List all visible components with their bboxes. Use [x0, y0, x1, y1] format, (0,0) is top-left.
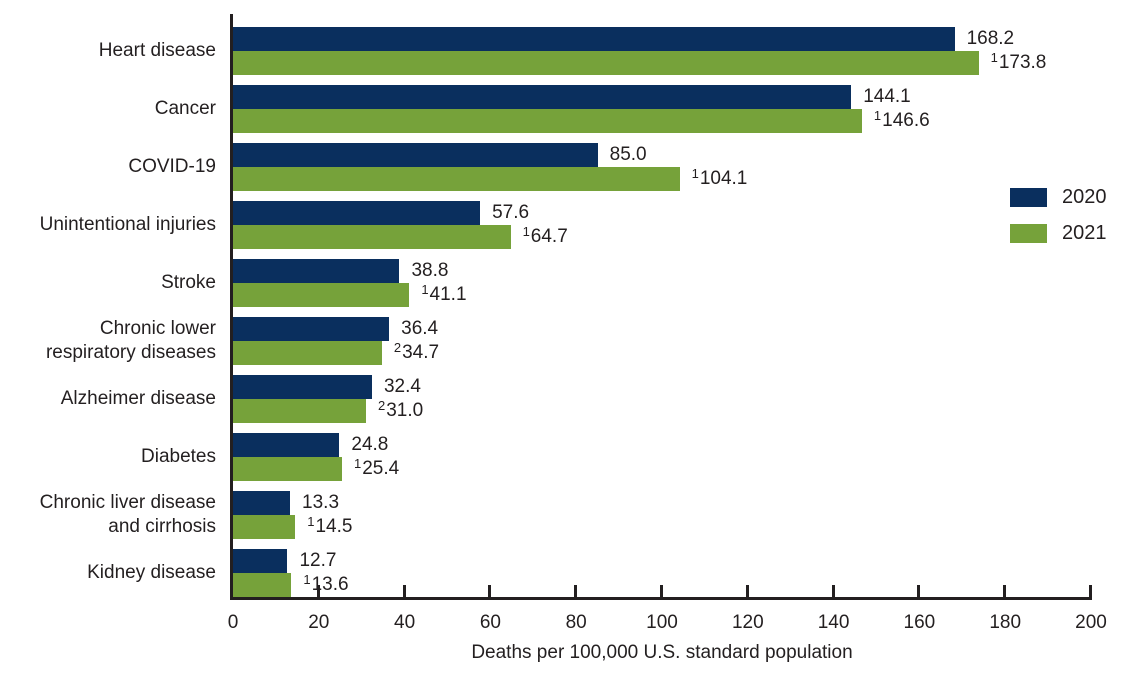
x-axis-title: Deaths per 100,000 U.S. standard populat…	[471, 642, 853, 663]
value-label-2020: 38.8	[411, 260, 449, 281]
value-label-2020: 57.6	[492, 202, 530, 223]
x-axis-tick	[660, 585, 663, 597]
x-axis-tick-label: 40	[394, 612, 416, 633]
bar-2020	[233, 549, 288, 573]
legend-label-2020: 2020	[1062, 186, 1107, 208]
footnote-marker: 2	[393, 340, 402, 355]
x-axis-tick	[488, 585, 492, 597]
value-label-2020: 13.3	[302, 492, 340, 513]
x-axis-tick-label: 60	[479, 612, 501, 633]
x-axis-tick	[917, 585, 921, 597]
x-axis-tick-label: 80	[565, 612, 587, 633]
value-label-2021: 114.5	[307, 514, 353, 537]
bar-2021	[233, 341, 382, 365]
x-axis-tick	[1089, 585, 1092, 597]
value-label-2021: 231.0	[377, 398, 424, 421]
value-label-2021: 234.7	[393, 340, 440, 363]
category-label: Kidney disease	[87, 562, 216, 583]
bar-2020	[233, 375, 372, 399]
x-axis-tick-label: 180	[989, 612, 1022, 633]
x-axis-tick	[402, 585, 406, 597]
footnote-marker: 1	[522, 224, 530, 239]
bar-2020	[233, 201, 481, 225]
footnote-marker: 1	[303, 572, 311, 587]
x-axis-tick-label: 200	[1075, 612, 1107, 633]
x-axis-tick-label: 160	[903, 612, 936, 633]
category-label: Stroke	[161, 272, 216, 293]
footnote-marker: 1	[691, 166, 699, 181]
x-axis-tick	[831, 585, 835, 597]
bar-2021	[233, 515, 296, 539]
bar-2020	[233, 433, 340, 457]
footnote-marker: 1	[353, 456, 362, 471]
bar-2020	[233, 85, 852, 109]
legend: 2020 2021	[1010, 186, 1107, 245]
x-axis-tick	[1003, 585, 1007, 597]
x-axis-tick-label: 140	[817, 612, 850, 633]
category-label: Diabetes	[141, 446, 216, 467]
x-axis-tick	[316, 585, 320, 597]
value-label-2021: 113.6	[303, 572, 349, 595]
x-axis-tick	[745, 585, 749, 597]
footnote-marker: 1	[990, 50, 998, 65]
bar-2020	[233, 259, 400, 283]
bar-2020	[233, 317, 390, 341]
value-label-2021: 141.1	[421, 282, 467, 305]
legend-label-2021: 2021	[1062, 222, 1107, 244]
value-label-2020: 144.1	[863, 86, 911, 107]
value-label-2021: 164.7	[522, 224, 568, 247]
value-label-2020: 32.4	[383, 376, 421, 397]
value-label-2020: 24.8	[351, 434, 389, 455]
x-axis-tick-label: 0	[227, 612, 239, 633]
category-label: Alzheimer disease	[60, 388, 216, 409]
bar-2021	[233, 283, 410, 307]
bar-2021	[233, 573, 292, 597]
bar-2021	[233, 167, 680, 191]
value-label-2021: 1146.6	[873, 108, 930, 131]
value-label-2020: 12.7	[299, 550, 337, 571]
category-label: Unintentional injuries	[39, 214, 216, 235]
x-axis-tick-label: 100	[646, 612, 678, 633]
bar-2020	[233, 491, 291, 515]
footnote-marker: 1	[873, 108, 882, 123]
legend-item-2021: 2021	[1010, 222, 1107, 245]
footnote-marker: 2	[377, 398, 386, 413]
legend-item-2020: 2020	[1010, 186, 1107, 209]
value-label-2021: 1104.1	[691, 166, 748, 189]
x-axis-line	[230, 597, 1092, 600]
bar-2021	[233, 399, 366, 423]
category-label: Chronic liver disease and cirrhosis	[39, 492, 216, 537]
bar-2020	[233, 143, 598, 167]
x-axis-tick-label: 20	[308, 612, 330, 633]
value-label-2020: 36.4	[401, 318, 439, 339]
category-label: Cancer	[154, 98, 216, 119]
category-label: COVID-19	[128, 156, 216, 177]
value-label-2020: 85.0	[609, 144, 647, 165]
footnote-marker: 1	[307, 514, 315, 529]
value-label-2021: 1173.8	[990, 50, 1047, 73]
category-label: Heart disease	[98, 40, 216, 61]
bar-2020	[233, 27, 955, 51]
value-label-2020: 168.2	[966, 28, 1015, 49]
category-label: Chronic lower respiratory diseases	[45, 318, 216, 363]
bar-2021	[233, 109, 862, 133]
value-label-2021: 125.4	[353, 456, 400, 479]
bar-2021	[233, 457, 342, 481]
y-axis-line	[230, 14, 233, 600]
x-axis-tick-label: 120	[731, 612, 764, 633]
x-axis-tick	[574, 585, 578, 597]
bar-2021	[233, 51, 979, 75]
bar-2021	[233, 225, 511, 249]
footnote-marker: 1	[421, 282, 429, 297]
legend-swatch-2021	[1010, 224, 1047, 243]
legend-swatch-2020	[1010, 188, 1047, 207]
